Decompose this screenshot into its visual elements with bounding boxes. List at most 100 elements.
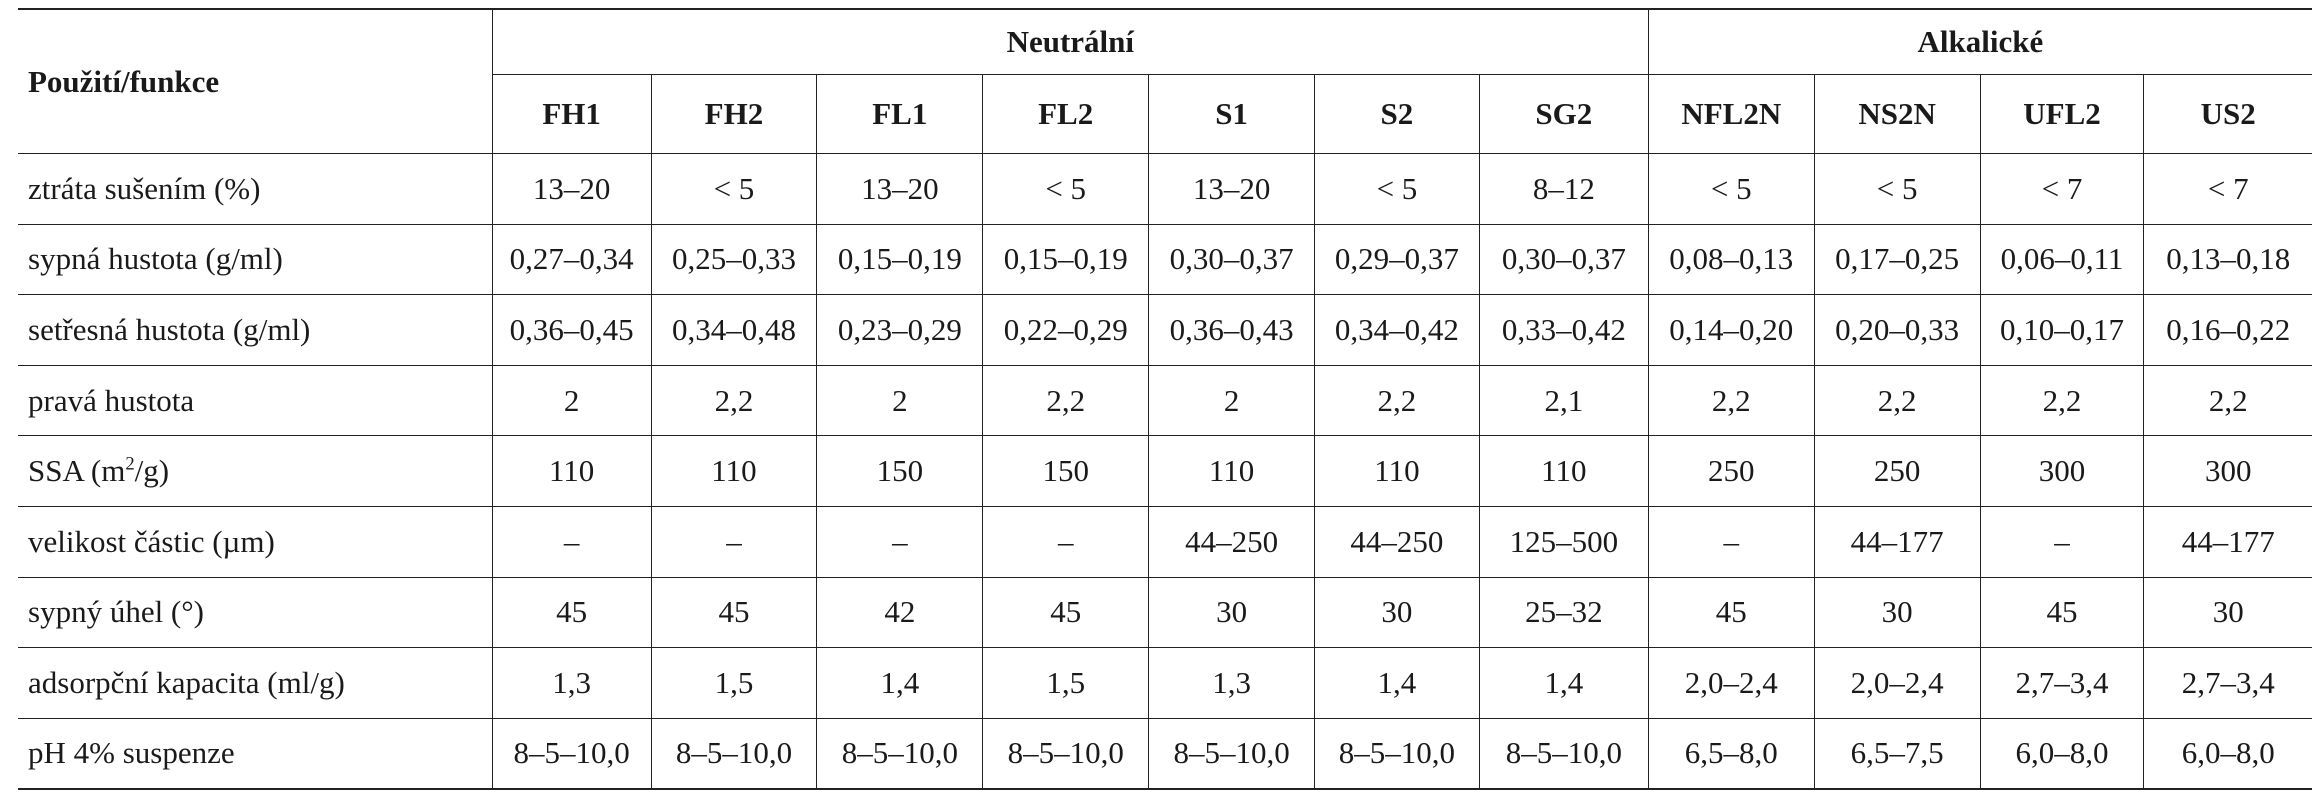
row-label: sypná hustota (g/ml): [18, 223, 493, 296]
row-label: sypný úhel (°): [18, 576, 493, 649]
table-cell: 0,15–0,19: [982, 223, 1150, 296]
table-cell: 30: [2143, 576, 2312, 649]
table-cell: –: [982, 505, 1150, 578]
table-cell: 0,33–0,42: [1478, 294, 1649, 366]
table-cell: 1,4: [1478, 647, 1649, 719]
table-cell: 110: [1314, 435, 1480, 507]
table-cell: 0,36–0,43: [1148, 294, 1315, 366]
table-cell: 0,22–0,29: [982, 294, 1150, 366]
table-cell: 2,2: [982, 364, 1150, 437]
table-cell: 44–177: [1813, 505, 1981, 578]
table-cell: 150: [816, 435, 984, 507]
table-cell: 1,3: [1148, 647, 1315, 719]
table-cell: 125–500: [1478, 505, 1649, 578]
table-cell: 2: [816, 364, 984, 437]
table-cell: 0,27–0,34: [491, 223, 652, 296]
table-cell: 0,20–0,33: [1813, 294, 1981, 366]
table-cell: 250: [1647, 435, 1815, 507]
table-cell: 0,06–0,11: [1979, 223, 2145, 296]
table-cell: 42: [816, 576, 984, 649]
table-cell: 0,25–0,33: [650, 223, 818, 296]
column-header: NFL2N: [1647, 74, 1815, 154]
table-cell: 0,14–0,20: [1647, 294, 1815, 366]
table-cell: 0,10–0,17: [1979, 294, 2145, 366]
table-cell: < 7: [2143, 153, 2312, 225]
row-label: pH 4% suspenze: [18, 717, 493, 790]
row-label-text: /g): [134, 453, 170, 489]
table-cell: 45: [1647, 576, 1815, 649]
table-cell: 8–5–10,0: [491, 717, 652, 790]
table-cell: 0,23–0,29: [816, 294, 984, 366]
table-cell: –: [1979, 505, 2145, 578]
table-row: sypný úhel (°) 45 45 42 45 30 30 25–32 45 30 45 30: [18, 576, 2312, 649]
table-cell: 0,36–0,45: [491, 294, 652, 366]
table-cell: 2,2: [1647, 364, 1815, 437]
table-cell: 8–5–10,0: [982, 717, 1150, 790]
row-label: pravá hustota: [18, 364, 493, 437]
table-cell: 6,5–7,5: [1813, 717, 1981, 790]
table-cell: 2: [1148, 364, 1315, 437]
table-cell: 1,5: [982, 647, 1150, 719]
table-cell: 30: [1148, 576, 1315, 649]
table-cell: 8–5–10,0: [650, 717, 818, 790]
table-cell: 45: [982, 576, 1150, 649]
table-cell: < 7: [1979, 153, 2145, 225]
properties-table: Použití/funkce Neutrální Alkalické FH1 F…: [18, 8, 2312, 790]
column-header: FL1: [816, 74, 984, 154]
table-cell: 0,29–0,37: [1314, 223, 1480, 296]
table-cell: 0,08–0,13: [1647, 223, 1815, 296]
table-cell: –: [1647, 505, 1815, 578]
table-row: adsorpční kapacita (ml/g) 1,3 1,5 1,4 1,5 1,3…: [18, 647, 2312, 719]
table-cell: 45: [650, 576, 818, 649]
table-cell: 0,13–0,18: [2143, 223, 2312, 296]
column-header: SG2: [1478, 74, 1649, 154]
table-cell: 2,7–3,4: [2143, 647, 2312, 719]
table-cell: 2,1: [1478, 364, 1649, 437]
table-cell: 8–12: [1478, 153, 1649, 225]
column-header: NS2N: [1813, 74, 1981, 154]
table-cell: 110: [1478, 435, 1649, 507]
table-cell: 110: [650, 435, 818, 507]
table-cell: 110: [1148, 435, 1315, 507]
table-cell: 2,2: [650, 364, 818, 437]
table-cell: 1,5: [650, 647, 818, 719]
table-cell: 8–5–10,0: [816, 717, 984, 790]
table-cell: 0,17–0,25: [1813, 223, 1981, 296]
column-header: US2: [2143, 74, 2312, 154]
table-cell: 44–250: [1148, 505, 1315, 578]
table-row: pH 4% suspenze 8–5–10,0 8–5–10,0 8–5–10,0 8–…: [18, 717, 2312, 790]
table-cell: 44–250: [1314, 505, 1480, 578]
table-row: SSA (m2/g) 110 110 150 150 110 110 110 250 250 300…: [18, 435, 2312, 507]
column-header: FH1: [492, 74, 652, 154]
table-cell: < 5: [1647, 153, 1815, 225]
group-header-alkaline: Alkalické: [1647, 8, 2312, 75]
table-cell: 0,34–0,48: [650, 294, 818, 366]
table-header: Použití/funkce Neutrální Alkalické FH1 F…: [18, 8, 2312, 154]
table-cell: 2,0–2,4: [1813, 647, 1981, 719]
table-cell: 25–32: [1478, 576, 1649, 649]
table-cell: 6,0–8,0: [1979, 717, 2145, 790]
table-cell: < 5: [1813, 153, 1981, 225]
table-cell: 0,15–0,19: [816, 223, 984, 296]
table-cell: 13–20: [1148, 153, 1315, 225]
column-header: FL2: [982, 74, 1150, 154]
table-cell: 6,0–8,0: [2143, 717, 2312, 790]
table-cell: 2,2: [1979, 364, 2145, 437]
row-label: ztráta sušením (%): [18, 153, 493, 225]
table-cell: 0,34–0,42: [1314, 294, 1480, 366]
column-header: UFL2: [1979, 74, 2145, 154]
table-cell: 8–5–10,0: [1148, 717, 1315, 790]
group-header-row: Použití/funkce Neutrální Alkalické: [18, 8, 2312, 154]
table-body: ztráta sušením (%) 13–20 < 5 13–20 < 5 13–20 <…: [18, 153, 2312, 790]
table-cell: 1,4: [816, 647, 984, 719]
row-label: adsorpční kapacita (ml/g): [18, 647, 493, 719]
table-cell: 250: [1813, 435, 1981, 507]
table-cell: 30: [1314, 576, 1480, 649]
table-cell: 44–177: [2143, 505, 2312, 578]
table-cell: –: [650, 505, 818, 578]
row-label-text: SSA (m: [28, 453, 126, 489]
table-cell: 2,2: [1314, 364, 1480, 437]
column-header: FH2: [650, 74, 818, 154]
table-cell: 150: [982, 435, 1150, 507]
